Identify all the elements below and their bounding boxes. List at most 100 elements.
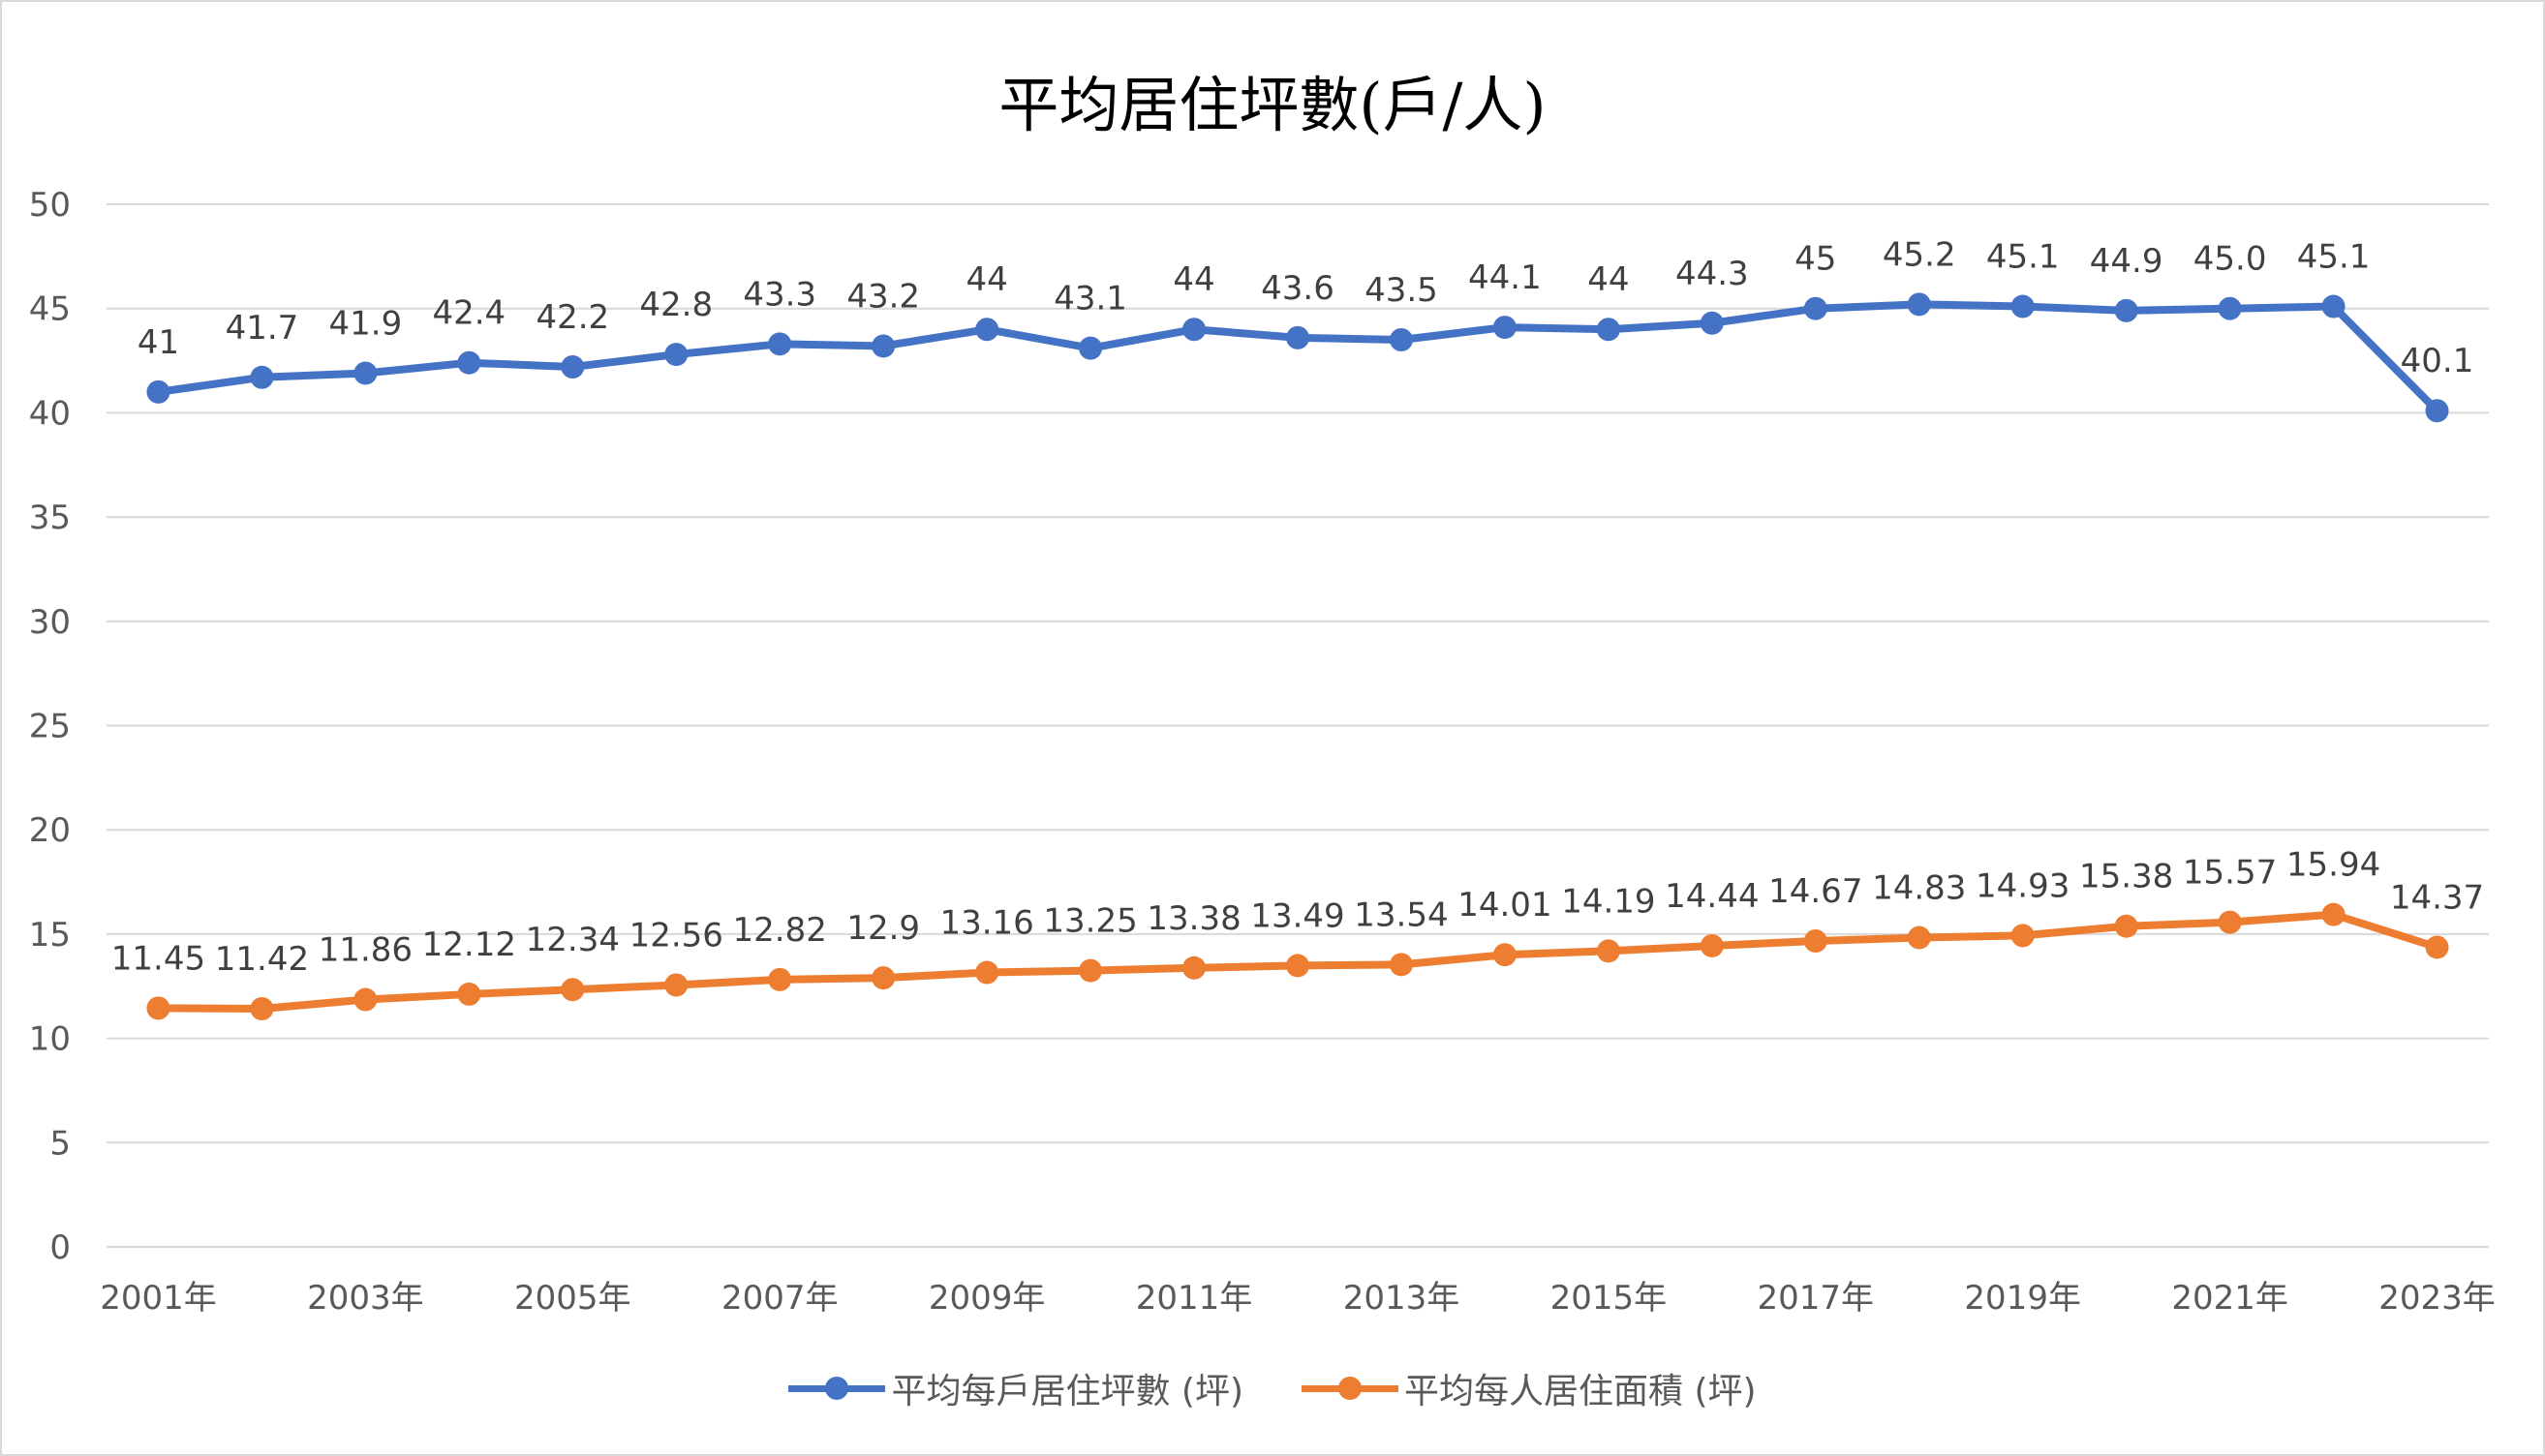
legend-item-household: 平均每戶居住坪數 (坪) xyxy=(788,1363,1243,1413)
y-tick-label: 10 xyxy=(29,1020,71,1059)
data-point xyxy=(664,973,689,997)
data-point xyxy=(1389,953,1413,977)
data-point xyxy=(768,967,792,991)
data-point xyxy=(1286,954,1309,978)
data-point xyxy=(1182,956,1207,980)
x-tick-label: 2009年 xyxy=(929,1279,1046,1318)
data-label: 14.37 xyxy=(2390,878,2484,917)
y-tick-label: 45 xyxy=(29,290,71,329)
data-point xyxy=(1700,311,1724,335)
data-label: 12.12 xyxy=(422,925,516,964)
data-point xyxy=(561,355,585,379)
data-point xyxy=(1182,318,1207,342)
x-tick-label: 2021年 xyxy=(2171,1279,2288,1318)
data-label: 14.83 xyxy=(1872,869,1966,908)
legend-item-person: 平均每人居住面積 (坪) xyxy=(1302,1363,1757,1413)
data-point xyxy=(250,997,274,1021)
data-label: 45.2 xyxy=(1883,235,1956,274)
data-label: 43.5 xyxy=(1364,271,1438,310)
data-label: 44.9 xyxy=(2090,242,2163,281)
data-label: 43.6 xyxy=(1261,269,1334,308)
legend-label-household: 平均每戶居住坪數 (坪) xyxy=(891,1372,1243,1411)
data-point xyxy=(1079,958,1103,983)
data-label: 44 xyxy=(1173,260,1214,299)
data-point xyxy=(1596,939,1620,963)
data-point xyxy=(872,966,896,990)
y-tick-label: 30 xyxy=(29,603,71,642)
data-point xyxy=(353,361,378,385)
data-label: 12.34 xyxy=(526,921,620,959)
data-point xyxy=(1079,336,1103,360)
data-label: 44 xyxy=(1587,260,1629,299)
x-tick-label: 2011年 xyxy=(1136,1279,1253,1318)
data-point xyxy=(146,996,170,1020)
data-point xyxy=(1907,925,1931,950)
data-point xyxy=(1803,929,1827,954)
data-label: 14.01 xyxy=(1457,886,1551,925)
data-point xyxy=(1700,933,1724,957)
data-point xyxy=(768,332,792,356)
data-point xyxy=(2321,902,2346,926)
data-label: 11.45 xyxy=(111,939,205,978)
data-point xyxy=(2010,294,2035,318)
data-point xyxy=(1596,318,1620,342)
data-label: 13.54 xyxy=(1354,895,1448,934)
x-tick-label: 2013年 xyxy=(1343,1279,1460,1318)
data-label: 42.8 xyxy=(639,286,713,324)
data-label: 44.3 xyxy=(1675,255,1749,293)
data-point xyxy=(1492,316,1517,340)
data-point xyxy=(561,978,585,1002)
x-tick-label: 2015年 xyxy=(1550,1279,1668,1318)
y-tick-label: 0 xyxy=(49,1228,71,1267)
data-label: 13.25 xyxy=(1043,902,1137,941)
data-label: 41 xyxy=(138,323,179,362)
y-tick-label: 15 xyxy=(29,916,71,955)
data-point xyxy=(2321,294,2346,318)
data-point xyxy=(2425,935,2449,959)
legend-swatch-orange-icon xyxy=(1302,1369,1398,1408)
data-label: 44.1 xyxy=(1468,258,1542,297)
x-tick-label: 2007年 xyxy=(721,1279,839,1318)
data-label: 15.57 xyxy=(2183,854,2277,893)
legend-label-person: 平均每人居住面積 (坪) xyxy=(1404,1372,1757,1411)
data-point xyxy=(975,960,999,985)
data-label: 11.86 xyxy=(319,931,413,970)
data-point xyxy=(2218,910,2242,934)
x-tick-label: 2023年 xyxy=(2378,1279,2496,1318)
data-label: 15.94 xyxy=(2286,846,2380,885)
x-tick-label: 2001年 xyxy=(100,1279,217,1318)
data-label: 12.56 xyxy=(629,916,723,955)
x-tick-label: 2017年 xyxy=(1758,1279,1875,1318)
legend-swatch-blue-icon xyxy=(788,1369,886,1408)
data-point xyxy=(1286,325,1309,349)
y-tick-label: 25 xyxy=(29,708,71,746)
data-point xyxy=(975,318,999,342)
data-point xyxy=(2114,298,2138,322)
data-label: 14.67 xyxy=(1768,872,1862,911)
data-point xyxy=(457,350,481,375)
y-tick-label: 50 xyxy=(29,186,71,225)
y-tick-label: 20 xyxy=(29,811,71,850)
data-point xyxy=(664,343,689,367)
x-tick-label: 2003年 xyxy=(307,1279,424,1318)
data-label: 14.93 xyxy=(1976,866,2070,905)
data-label: 11.42 xyxy=(215,940,309,979)
data-label: 41.9 xyxy=(329,304,403,343)
y-tick-label: 35 xyxy=(29,499,71,537)
data-label: 13.38 xyxy=(1147,899,1241,938)
data-point xyxy=(1907,292,1931,317)
data-label: 14.44 xyxy=(1665,877,1759,916)
data-point xyxy=(1803,296,1827,320)
x-tick-label: 2019年 xyxy=(1964,1279,2081,1318)
data-point xyxy=(457,982,481,1006)
data-label: 45.1 xyxy=(1986,238,2060,277)
data-point xyxy=(2114,914,2138,938)
data-label: 42.4 xyxy=(432,294,506,333)
data-label: 45.1 xyxy=(2297,238,2371,277)
data-label: 12.9 xyxy=(846,909,920,948)
y-tick-label: 40 xyxy=(29,394,71,433)
y-tick-label: 5 xyxy=(49,1124,71,1163)
data-point xyxy=(2218,296,2242,320)
